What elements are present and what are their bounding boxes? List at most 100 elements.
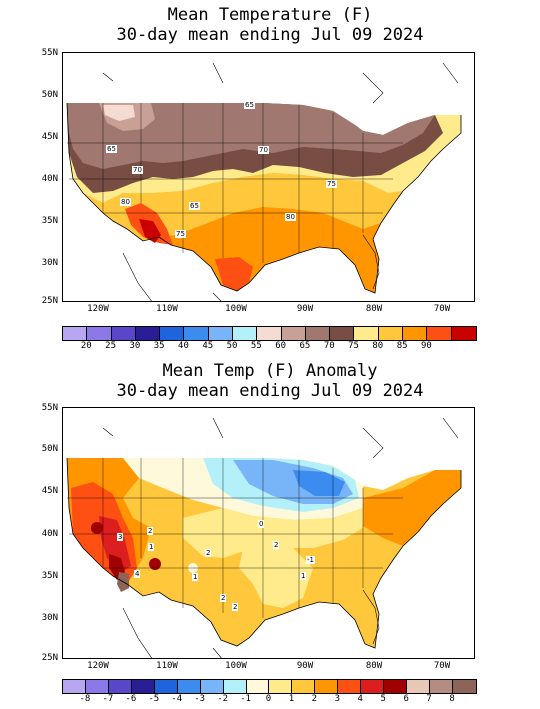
bottom-legend-swatch (361, 680, 385, 693)
top-mexico-coast (122, 252, 222, 301)
bottom-legend-swatch (154, 680, 178, 693)
top-contour-label: 75 (326, 180, 337, 188)
bottom-legend-swatch (269, 680, 293, 693)
top-legend-label: 75 (348, 341, 359, 351)
top-lon-70w: 70W (433, 304, 451, 314)
bottom-legend-swatch (292, 680, 316, 693)
bottom-anomaly-map (62, 407, 475, 659)
top-lat-30: 30N (41, 258, 58, 268)
bottom-band-5 (99, 516, 131, 574)
top-legend-label: 70 (323, 341, 335, 351)
bottom-legend-swatch (63, 680, 86, 693)
bottom-contour-label: 2 (273, 541, 280, 549)
top-contour-label: 65 (106, 145, 117, 153)
top-florida (362, 234, 380, 290)
top-legend-label: 65 (299, 341, 311, 351)
top-contour-label: 65 (244, 101, 255, 109)
top-color-legend (62, 326, 477, 341)
bottom-legend-label: -4 (171, 694, 183, 704)
top-legend-swatch (184, 327, 209, 340)
bottom-band-1 (183, 508, 363, 558)
bottom-legend-label: -6 (125, 694, 137, 704)
bottom-legend-label: 5 (380, 694, 386, 704)
bottom-lon-70w: 70W (433, 661, 451, 671)
bottom-legend-label: 6 (403, 694, 409, 704)
bottom-contour-label: 2 (147, 527, 154, 535)
top-legend-swatch (378, 327, 403, 340)
top-legend-swatch (427, 327, 452, 340)
top-map-title: Mean Temperature (F) (167, 5, 373, 25)
bottom-legend-swatch (85, 680, 109, 693)
top-lon-120w: 120W (87, 304, 109, 314)
top-legend-swatch (111, 327, 136, 340)
top-map-subtitle: 30-day mean ending Jul 09 2024 (116, 25, 424, 45)
top-canada-lakes (102, 62, 459, 104)
bottom-band-1b (239, 548, 313, 608)
top-lat-40: 40N (41, 174, 58, 184)
top-contour-label: 70 (258, 146, 269, 154)
top-legend-swatch (330, 327, 355, 340)
bottom-legend-swatch (177, 680, 201, 693)
top-legend-label: 90 (420, 341, 432, 351)
bottom-legend-label: -1 (240, 694, 251, 704)
bottom-legend-swatch (131, 680, 155, 693)
top-lat-55: 55N (41, 48, 58, 58)
bottom-color-legend (62, 679, 477, 694)
bottom-band-3b (363, 470, 461, 546)
top-legend-label: 85 (396, 341, 408, 351)
top-contour-label: 80 (285, 213, 296, 221)
bottom-legend-label: 1 (288, 694, 295, 704)
bottom-canada-lakes (102, 417, 459, 459)
top-lon-90w: 90W (296, 304, 314, 314)
top-lat-50: 50N (41, 90, 58, 100)
top-lat-35: 35N (41, 216, 58, 226)
bottom-lat-35: 35N (41, 571, 58, 581)
bottom-hot-spot-2 (149, 558, 161, 570)
bottom-lon-90w: 90W (296, 661, 314, 671)
bottom-legend-swatch (338, 680, 362, 693)
top-lon-100w: 100W (225, 304, 247, 314)
top-legend-label: 25 (105, 341, 116, 351)
bottom-lat-25: 25N (41, 653, 58, 663)
bottom-legend-swatch (430, 680, 453, 693)
bottom-legend-swatch (384, 680, 408, 693)
bottom-lat-45: 45N (41, 486, 58, 496)
bottom-lon-80w: 80W (365, 661, 383, 671)
top-tx-hot (215, 257, 253, 291)
bottom-contour-label: 3 (117, 533, 124, 541)
top-state-lines (67, 103, 403, 263)
bottom-hot-spot-1 (91, 522, 103, 534)
top-legend-label: 20 (80, 341, 92, 351)
bottom-lat-30: 30N (41, 613, 58, 623)
top-legend-label: 55 (250, 341, 262, 351)
bottom-legend-swatch (246, 680, 270, 693)
top-legend-swatch (305, 327, 331, 340)
bottom-band-neg3 (293, 470, 345, 496)
top-lat-25: 25N (41, 296, 58, 306)
bottom-contour-label: 1 (148, 543, 155, 551)
bottom-contour-label: 4 (134, 570, 141, 578)
top-contour-label: 75 (175, 230, 186, 238)
top-band-65 (67, 103, 435, 169)
top-temperature-map (62, 52, 475, 302)
bottom-legend-label: -7 (102, 694, 114, 704)
bottom-florida (362, 589, 380, 645)
top-lon-110w: 110W (156, 304, 178, 314)
top-legend-label: 60 (275, 341, 287, 351)
top-legend-swatch (402, 327, 428, 340)
bottom-contour-label: 1 (300, 572, 307, 580)
top-legend-swatch (232, 327, 258, 340)
top-legend-swatch (281, 327, 306, 340)
bottom-coastline (66, 457, 462, 649)
bottom-legend-swatch (452, 680, 476, 693)
top-legend-label: 50 (226, 341, 238, 351)
bottom-legend-label: 2 (311, 694, 318, 704)
bottom-contour-label: 0 (258, 520, 265, 528)
bottom-map-title: Mean Temp (F) Anomaly (162, 361, 378, 381)
top-contour-label: 80 (120, 198, 131, 206)
top-legend-swatch (257, 327, 282, 340)
bottom-legend-label: 8 (449, 694, 455, 704)
top-coastline (66, 102, 462, 294)
bottom-legend-swatch (108, 680, 132, 693)
bottom-mexico-coast (122, 607, 222, 658)
